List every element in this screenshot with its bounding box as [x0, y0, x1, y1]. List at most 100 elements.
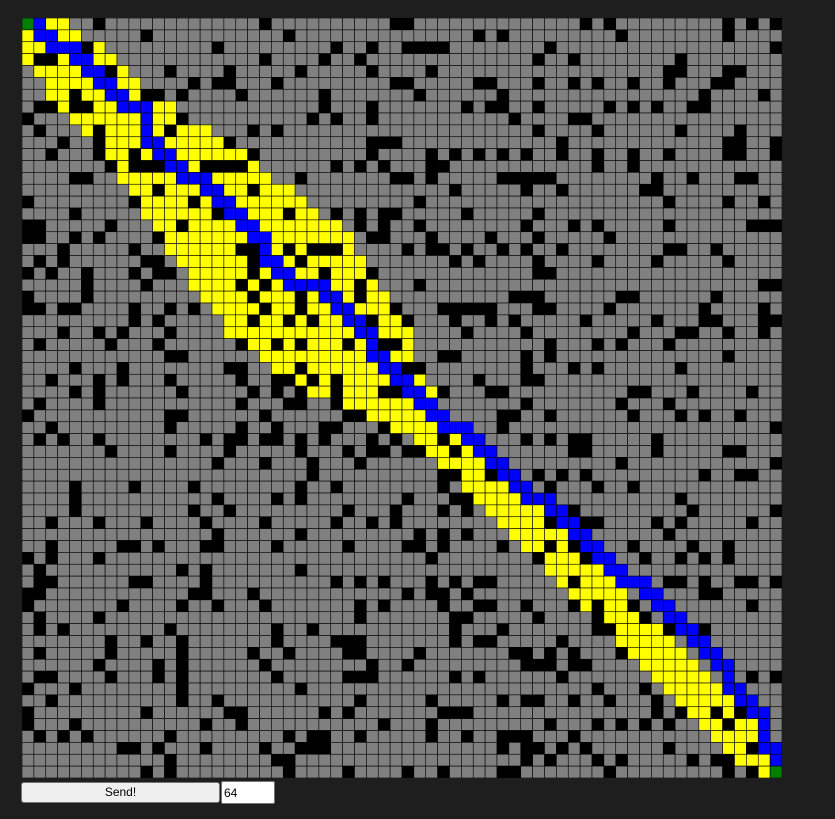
open-cell[interactable] — [627, 742, 640, 755]
open-cell[interactable] — [92, 290, 106, 304]
open-cell[interactable] — [413, 575, 427, 589]
open-cell[interactable] — [282, 148, 296, 161]
open-cell[interactable] — [45, 195, 58, 209]
open-cell[interactable] — [686, 611, 700, 624]
open-cell[interactable] — [199, 694, 213, 708]
open-cell[interactable] — [33, 385, 47, 399]
open-cell[interactable] — [662, 112, 676, 126]
open-cell[interactable] — [45, 587, 58, 601]
open-cell[interactable] — [698, 516, 712, 529]
wall-cell[interactable] — [698, 100, 712, 114]
open-cell[interactable] — [81, 528, 94, 541]
open-cell[interactable] — [306, 100, 320, 114]
open-cell[interactable] — [496, 278, 510, 292]
explored-cell[interactable] — [532, 528, 545, 541]
open-cell[interactable] — [401, 255, 415, 268]
open-cell[interactable] — [413, 599, 427, 613]
open-cell[interactable] — [746, 504, 759, 518]
open-cell[interactable] — [472, 267, 486, 280]
open-cell[interactable] — [662, 278, 676, 292]
open-cell[interactable] — [461, 172, 474, 185]
open-cell[interactable] — [140, 647, 153, 660]
open-cell[interactable] — [567, 314, 581, 328]
wall-cell[interactable] — [639, 718, 652, 731]
wall-cell[interactable] — [354, 670, 367, 684]
open-cell[interactable] — [698, 480, 712, 494]
open-cell[interactable] — [734, 385, 747, 399]
wall-cell[interactable] — [734, 148, 747, 161]
open-cell[interactable] — [746, 255, 759, 268]
wall-cell[interactable] — [413, 540, 427, 553]
open-cell[interactable] — [532, 397, 545, 411]
wall-cell[interactable] — [330, 373, 343, 387]
open-cell[interactable] — [187, 611, 201, 624]
open-cell[interactable] — [45, 409, 58, 423]
open-cell[interactable] — [92, 682, 106, 696]
path-cell[interactable] — [722, 682, 735, 696]
wall-cell[interactable] — [45, 421, 58, 434]
wall-cell[interactable] — [92, 611, 106, 624]
open-cell[interactable] — [520, 409, 533, 423]
open-cell[interactable] — [757, 516, 771, 529]
open-cell[interactable] — [508, 53, 522, 66]
open-cell[interactable] — [449, 124, 462, 138]
explored-cell[interactable] — [567, 587, 581, 601]
open-cell[interactable] — [757, 658, 771, 672]
path-cell[interactable] — [484, 445, 498, 458]
explored-cell[interactable] — [282, 231, 296, 244]
open-cell[interactable] — [686, 302, 700, 316]
open-cell[interactable] — [722, 611, 735, 624]
wall-cell[interactable] — [342, 445, 355, 458]
open-cell[interactable] — [187, 421, 201, 434]
open-cell[interactable] — [449, 563, 462, 577]
open-cell[interactable] — [57, 445, 70, 458]
open-cell[interactable] — [140, 468, 153, 482]
open-cell[interactable] — [627, 172, 640, 185]
explored-cell[interactable] — [627, 647, 640, 660]
open-cell[interactable] — [92, 29, 106, 43]
wall-cell[interactable] — [639, 552, 652, 565]
open-cell[interactable] — [176, 326, 189, 339]
open-cell[interactable] — [259, 670, 272, 684]
open-cell[interactable] — [164, 718, 177, 731]
open-cell[interactable] — [342, 468, 355, 482]
open-cell[interactable] — [698, 765, 712, 778]
wall-cell[interactable] — [520, 658, 533, 672]
open-cell[interactable] — [508, 385, 522, 399]
open-cell[interactable] — [152, 243, 165, 256]
open-cell[interactable] — [366, 160, 379, 173]
open-cell[interactable] — [389, 65, 403, 78]
open-cell[interactable] — [496, 611, 510, 624]
open-cell[interactable] — [698, 148, 712, 161]
open-cell[interactable] — [211, 433, 225, 446]
open-cell[interactable] — [484, 623, 498, 636]
open-cell[interactable] — [22, 136, 35, 149]
open-cell[interactable] — [294, 730, 308, 743]
open-cell[interactable] — [164, 647, 177, 660]
open-cell[interactable] — [128, 635, 142, 648]
wall-cell[interactable] — [746, 516, 759, 529]
wall-cell[interactable] — [401, 445, 415, 458]
open-cell[interactable] — [187, 290, 201, 304]
open-cell[interactable] — [152, 350, 165, 363]
open-cell[interactable] — [746, 124, 759, 138]
open-cell[interactable] — [366, 243, 379, 256]
open-cell[interactable] — [199, 635, 213, 648]
open-cell[interactable] — [45, 183, 58, 197]
open-cell[interactable] — [746, 623, 759, 636]
wall-cell[interactable] — [211, 528, 225, 541]
wall-cell[interactable] — [199, 575, 213, 589]
open-cell[interactable] — [45, 457, 58, 470]
open-cell[interactable] — [425, 290, 438, 304]
open-cell[interactable] — [520, 575, 533, 589]
path-cell[interactable] — [698, 647, 712, 660]
open-cell[interactable] — [176, 753, 189, 767]
open-cell[interactable] — [674, 718, 688, 731]
open-cell[interactable] — [116, 29, 130, 43]
open-cell[interactable] — [401, 563, 415, 577]
explored-cell[interactable] — [413, 421, 427, 434]
open-cell[interactable] — [769, 112, 782, 126]
open-cell[interactable] — [567, 326, 581, 339]
open-cell[interactable] — [104, 611, 118, 624]
open-cell[interactable] — [306, 409, 320, 423]
